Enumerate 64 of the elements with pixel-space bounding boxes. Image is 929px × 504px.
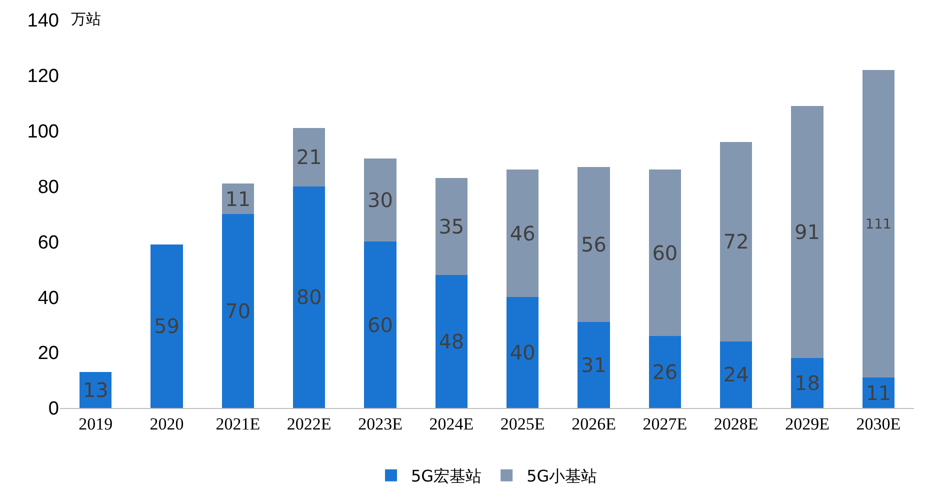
bar [648,336,681,408]
data-label: 40 [510,340,536,365]
y-axis-title: 万站 [71,10,101,28]
x-tick-label: 2028E [714,414,758,434]
bar [578,322,610,408]
y-tick-label: 80 [38,176,59,198]
x-tick-label: 2022E [286,414,332,434]
data-label: 59 [154,314,180,338]
data-label: 18 [794,371,820,396]
legend-label: 5G小基站 [526,466,598,486]
bar [862,70,894,378]
bar [791,106,824,358]
y-tick-label: 140 [27,10,59,32]
x-tick-label: 2025E [500,414,545,434]
bar [293,186,326,408]
y-tick-label: 0 [48,398,59,420]
data-label: 56 [581,232,606,256]
data-label: 91 [794,220,820,244]
data-label: 80 [296,285,322,310]
bar [150,244,183,408]
bar [720,341,752,408]
data-label: 60 [652,240,678,265]
y-tick-label: 100 [27,122,59,143]
bar [791,358,824,408]
data-label: 31 [581,353,606,378]
data-label: 13 [82,378,108,402]
x-tick-label: 2023E [358,414,402,434]
bar [578,166,610,322]
y-tick-label: 20 [38,343,59,364]
data-label: 30 [368,188,393,212]
x-tick-label: 2027E [642,414,688,434]
bar [222,214,254,408]
data-label: 11 [866,380,892,405]
bar [720,142,752,342]
legend-label: 5G宏基站 [411,466,482,486]
y-tick-label: 60 [38,232,59,254]
data-label: 11 [225,186,251,211]
data-label: 48 [438,329,464,354]
x-tick-label: 2019 [78,414,113,434]
bar [364,158,396,242]
bar [293,128,326,186]
y-tick-label: 120 [27,66,59,88]
bar [435,274,468,408]
x-tick-label: 2026E [572,414,616,434]
x-tick-label: 2029E [785,414,830,434]
data-label: 26 [652,360,678,384]
data-label: 72 [723,230,749,254]
data-label: 60 [368,312,393,337]
x-tick-label: 2024E [429,414,474,434]
data-label: 21 [296,145,322,170]
bar [648,170,681,336]
data-label: 46 [510,221,536,246]
data-label: 111 [865,216,892,232]
data-label: 70 [225,299,251,323]
x-tick-label: 2020 [150,414,184,434]
bar [435,178,468,275]
x-tick-label: 2030E [856,414,901,434]
y-tick-label: 40 [38,288,59,309]
bar [506,297,539,408]
bar [364,242,396,408]
data-label: 35 [438,214,464,238]
bar [506,170,539,298]
data-label: 24 [723,362,749,387]
x-tick-label: 2021E [216,414,260,434]
